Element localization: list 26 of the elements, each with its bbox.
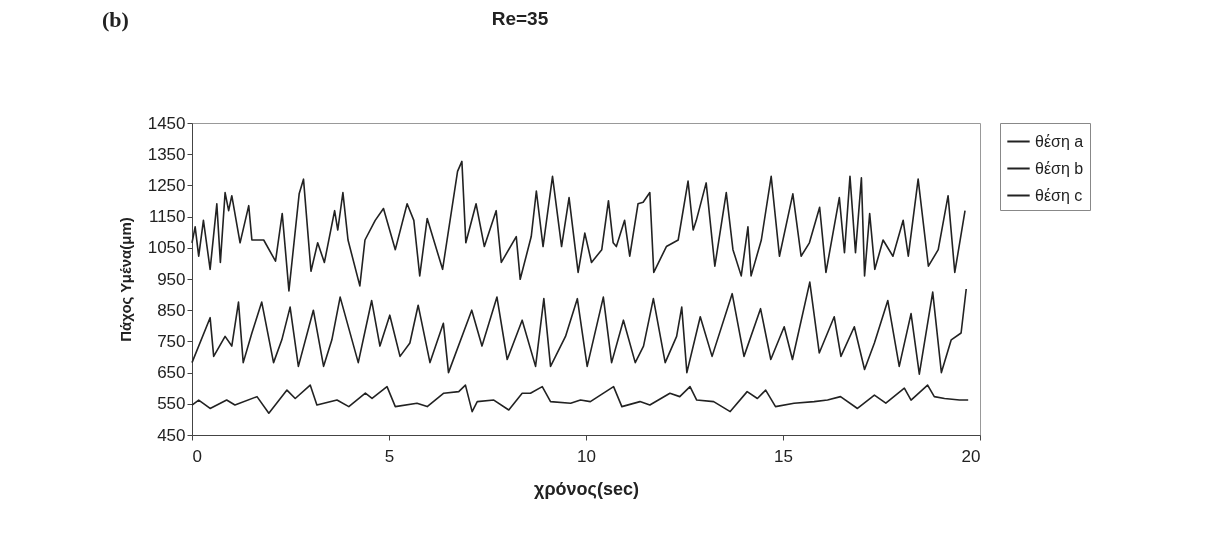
y-tick-label: 550 (157, 394, 186, 414)
y-tick-label: 1050 (147, 238, 186, 258)
chart-title: Re=35 (491, 8, 549, 29)
y-tick-label: 850 (157, 300, 186, 320)
text: (b) (102, 7, 129, 32)
line-series (191, 384, 969, 414)
legend-label: θέση c (1035, 186, 1083, 204)
y-tick-label: 1450 (147, 113, 186, 133)
y-tick-label: 1250 (147, 175, 186, 195)
x-tick-label: 10 (577, 446, 596, 466)
y-tick-label: 750 (157, 331, 186, 351)
legend-label: θέση b (1035, 159, 1084, 177)
x-tick-label: 5 (384, 446, 395, 466)
line-series (191, 160, 966, 292)
y-tick-label: 1150 (148, 207, 186, 227)
x-tick-label: 15 (774, 446, 793, 466)
y-tick-label: 450 (157, 425, 186, 445)
y-tick-label: 650 (157, 363, 186, 383)
line-series (191, 281, 968, 375)
y-tick-label: 950 (157, 269, 186, 289)
legend-label: θέση a (1035, 132, 1084, 150)
y-tick-label: 1350 (147, 144, 186, 164)
x-tick-label: 20 (961, 446, 981, 466)
y-axis-title: Πάχος Υμένα(μm) (116, 217, 134, 342)
x-axis-title: χρόνος(sec) (534, 478, 639, 499)
x-tick-label: 0 (192, 446, 202, 466)
